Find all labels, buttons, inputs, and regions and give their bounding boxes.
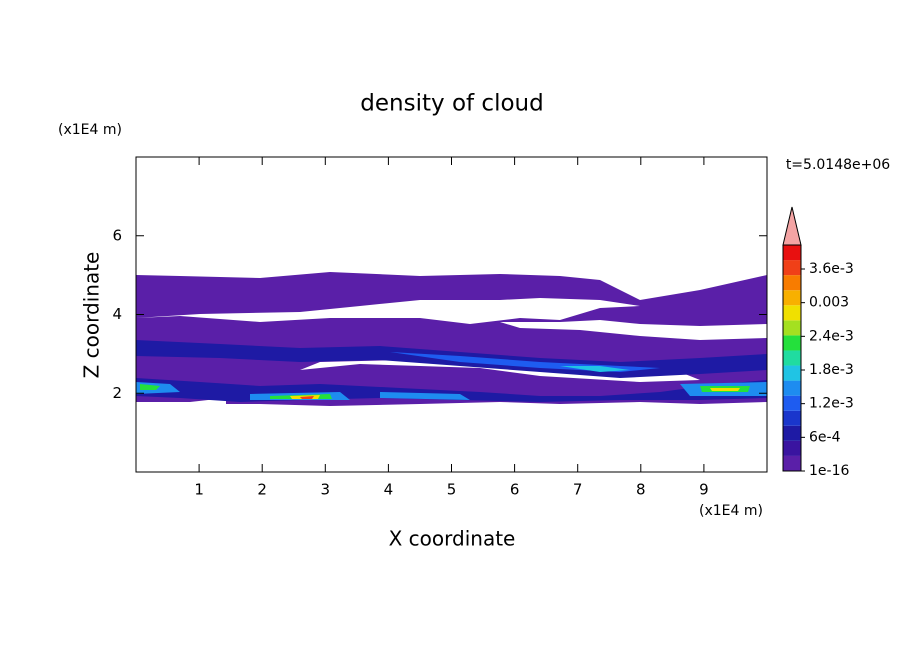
colorbar-band [783, 245, 801, 261]
contour-hole [500, 320, 767, 340]
x-tick-label: 3 [321, 481, 331, 499]
colorbar-band [783, 395, 801, 411]
contour-hole [136, 298, 640, 324]
colorbar-band [783, 440, 801, 456]
contour-fill [560, 366, 630, 372]
contour-fill [140, 384, 750, 399]
chart-title: density of cloud [360, 91, 543, 117]
colorbar-band [783, 260, 801, 276]
colorbar-band [783, 365, 801, 381]
colorbar-band [783, 305, 801, 321]
x-unit: (x1E4 m) [699, 503, 763, 519]
x-tick-label: 4 [384, 481, 394, 499]
x-tick-label: 7 [573, 481, 583, 499]
colorbar-band [783, 425, 801, 441]
contour-field [136, 272, 767, 406]
colorbar-band [783, 320, 801, 336]
time-label: t=5.0148e+06 [786, 157, 890, 173]
colorbar-tick-label: 1.8e-3 [809, 362, 854, 378]
y-tick-label: 2 [112, 384, 122, 402]
colorbar-band [783, 380, 801, 396]
colorbar-extend [782, 206, 802, 246]
y-tick-label: 4 [112, 305, 122, 323]
y-tick-label: 6 [112, 226, 122, 244]
colorbar-frame [782, 245, 802, 472]
colorbar-tick-label: 1.2e-3 [809, 396, 854, 412]
colorbar-band [783, 350, 801, 366]
x-tick-label: 2 [257, 481, 267, 499]
colorbar-band [783, 410, 801, 426]
colorbar-band [783, 290, 801, 306]
y-unit: (x1E4 m) [58, 122, 122, 138]
colorbar-band [783, 335, 801, 351]
x-axis-label: X coordinate [389, 527, 516, 551]
colorbar-tick-label: 6e-4 [809, 429, 841, 445]
colorbar-tick-label: 2.4e-3 [809, 328, 854, 344]
colorbar-tick-label: 3.6e-3 [809, 261, 854, 277]
x-tick-label: 5 [447, 481, 457, 499]
x-tick-label: 9 [699, 481, 709, 499]
contour-fill [300, 396, 314, 399]
colorbar-tick-label: 1e-16 [809, 463, 849, 479]
x-tick-label: 8 [636, 481, 646, 499]
colorbar-band [783, 455, 801, 471]
colorbar-band [783, 275, 801, 291]
colorbar-tick-label: 0.003 [809, 295, 849, 311]
y-axis-label: Z coordinate [80, 252, 104, 379]
x-tick-label: 1 [194, 481, 204, 499]
x-tick-label: 6 [510, 481, 520, 499]
